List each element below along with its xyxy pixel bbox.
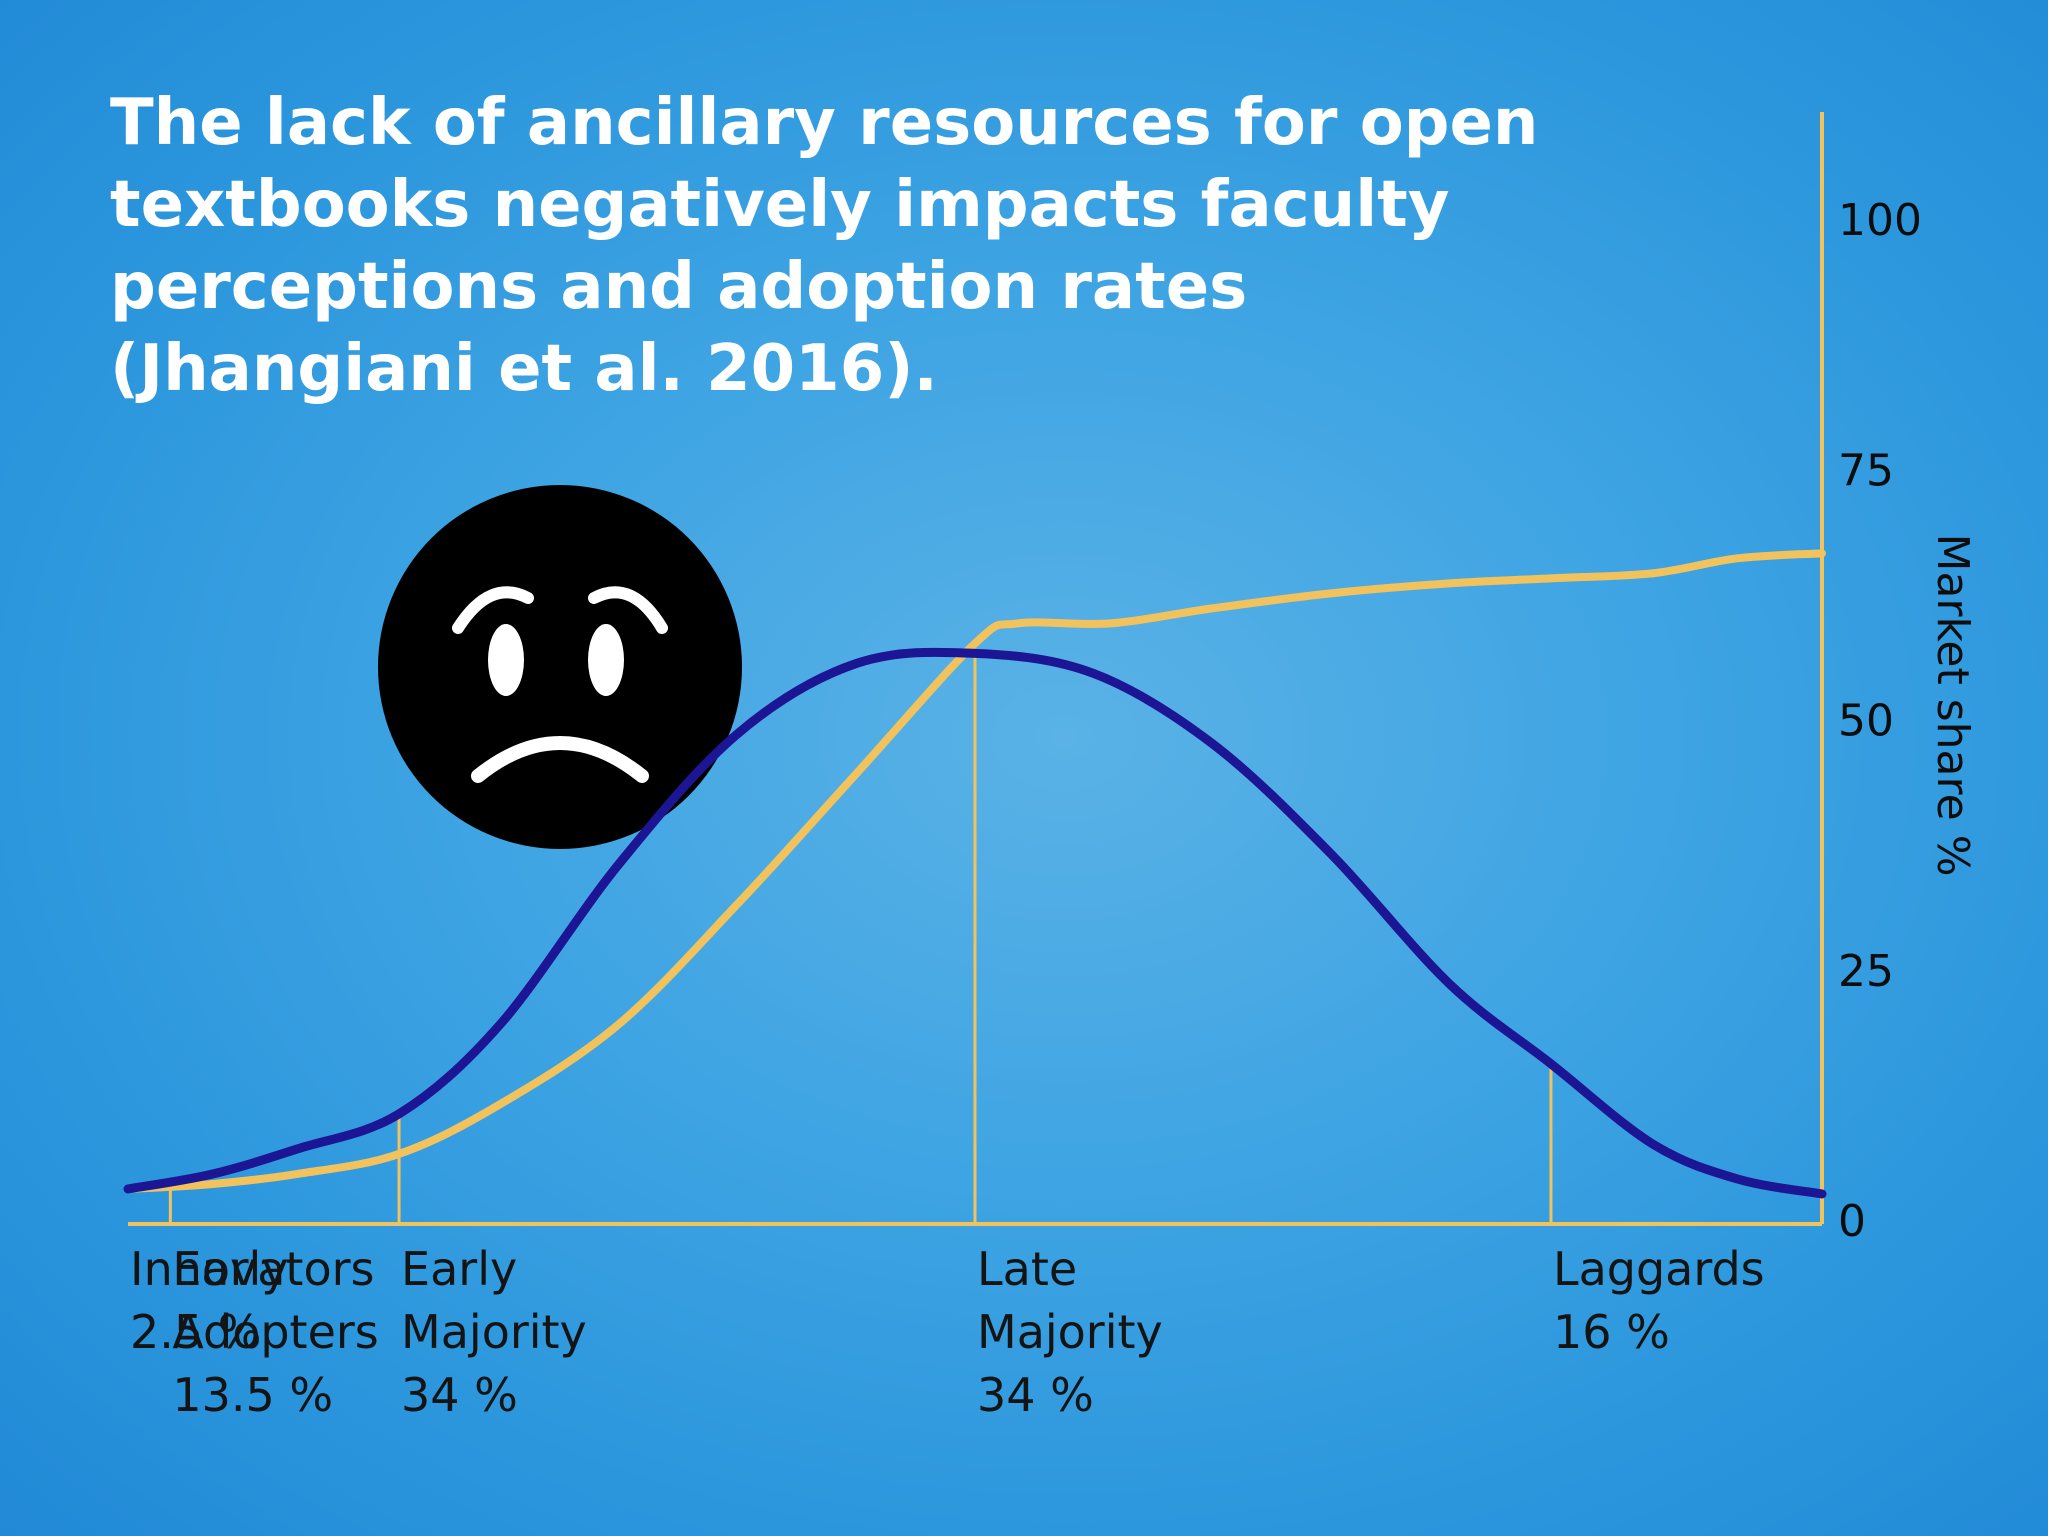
y-tick-label-100: 100 bbox=[1838, 195, 1922, 246]
y-tick-label-75: 75 bbox=[1838, 445, 1894, 496]
y-tick-labels: 0 25 50 75 100 bbox=[1838, 195, 1922, 1247]
series-layer bbox=[123, 549, 1827, 1199]
category-label-line: Early bbox=[401, 1242, 517, 1296]
category-label-1: Innovators 2.5 % bbox=[130, 1242, 375, 1359]
category-label-line: Early bbox=[172, 1242, 288, 1296]
adoption-curve-line bbox=[123, 647, 1827, 1199]
category-label-line: 16 % bbox=[1553, 1305, 1670, 1359]
category-label-2: Early Adopters 13.5 % bbox=[172, 1242, 378, 1422]
category-label-line: 34 % bbox=[401, 1368, 518, 1422]
category-label-line: Innovators bbox=[130, 1242, 375, 1296]
category-label-line: Majority bbox=[977, 1305, 1163, 1359]
y-axis-label: Market share % bbox=[1927, 534, 1978, 877]
category-label-line: Adopters bbox=[172, 1305, 378, 1359]
title-line: The lack of ancillary resources for open bbox=[110, 86, 1539, 160]
market-share-line bbox=[124, 549, 1826, 1193]
category-label-5: Laggards 16 % bbox=[1553, 1242, 1765, 1359]
category-labels: Innovators 2.5 % Early Adopters 13.5 % Early M… bbox=[130, 1242, 1765, 1422]
sad-face-icon bbox=[378, 485, 742, 849]
title-line: (Jhangiani et al. 2016). bbox=[110, 332, 938, 406]
slide-title: The lack of ancillary resources for open… bbox=[110, 82, 1539, 410]
segment-dividers bbox=[168, 653, 1553, 1224]
category-label-line: 34 % bbox=[977, 1368, 1094, 1422]
category-label-line: 13.5 % bbox=[172, 1368, 333, 1422]
title-line: textbooks negatively impacts faculty bbox=[110, 168, 1450, 242]
category-label-line: 2.5 % bbox=[130, 1305, 262, 1359]
y-tick-label-0: 0 bbox=[1838, 1196, 1866, 1247]
category-label-line: Late bbox=[977, 1242, 1077, 1296]
y-tick-label-50: 50 bbox=[1838, 696, 1894, 747]
category-label-4: Late Majority 34 % bbox=[977, 1242, 1163, 1422]
category-label-line: Majority bbox=[401, 1305, 587, 1359]
title-line: perceptions and adoption rates bbox=[110, 250, 1248, 324]
y-tick-label-25: 25 bbox=[1838, 946, 1894, 997]
category-label-3: Early Majority 34 % bbox=[401, 1242, 587, 1422]
category-label-line: Laggards bbox=[1553, 1242, 1765, 1296]
